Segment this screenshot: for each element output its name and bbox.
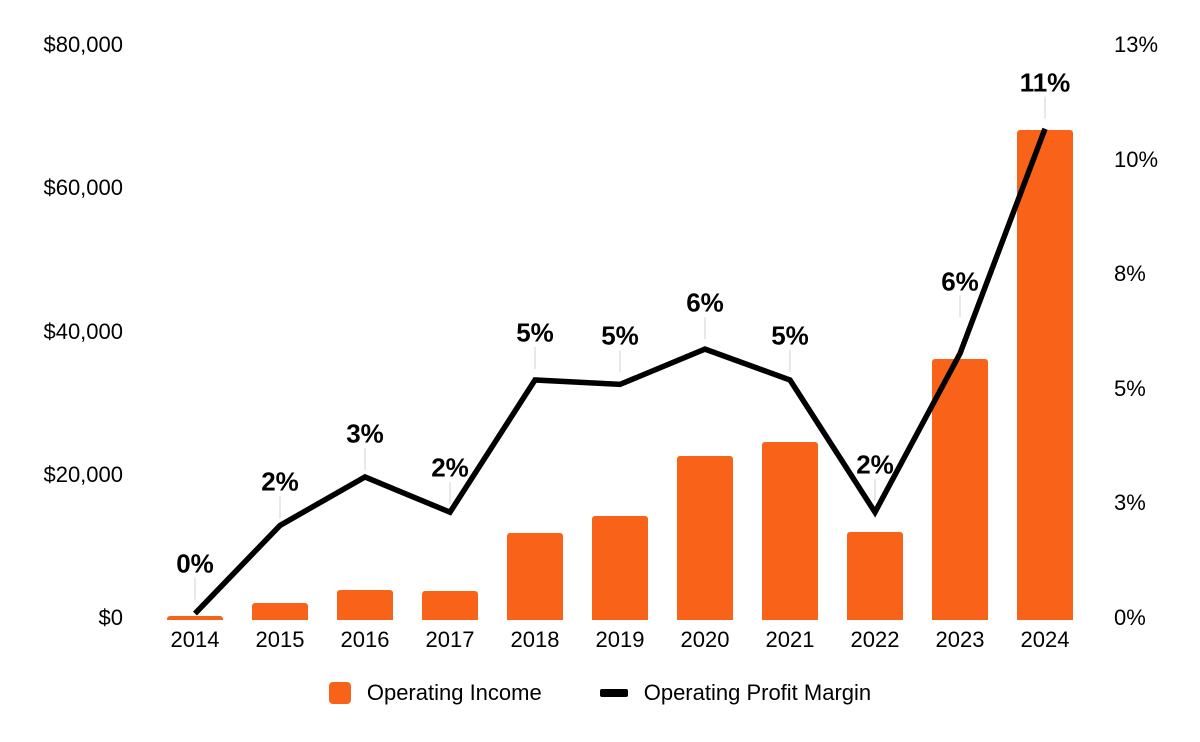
x-axis-label-2016: 2016 [340,627,390,652]
x-axis-label-2020: 2020 [680,627,730,652]
margin-label-2015: 2% [261,466,299,497]
margin-label-2024: 11% [1019,67,1071,98]
legend: Operating Income Operating Profit Margin [0,680,1200,706]
right-axis-tick: 8% [1114,261,1146,287]
bar-2022 [847,532,903,620]
legend-label-operating-income: Operating Income [366,680,542,705]
right-axis-tick: 10% [1114,146,1159,172]
margin-label-2019: 5% [601,320,639,351]
bar-2020 [677,456,733,620]
bar-2023 [932,358,988,620]
x-axis-label-2021: 2021 [765,627,815,652]
bar-2014 [167,615,223,620]
operating-income-swatch-icon [328,682,351,704]
x-axis-label-2015: 2015 [255,627,305,652]
legend-item-operating-income: Operating Income [328,680,542,706]
x-axis-label-2017: 2017 [425,627,475,652]
bar-2017 [422,590,478,620]
margin-label-2016: 3% [346,418,384,449]
right-axis-tick: 5% [1114,375,1146,401]
x-axis-label-2019: 2019 [595,627,645,652]
bar-2019 [592,516,648,620]
margin-label-2020: 6% [686,287,724,318]
left-axis-tick: $60,000 [43,175,123,201]
margin-label-2014: 0% [176,548,214,579]
right-axis-tick: 13% [1114,32,1159,57]
bar-2024 [1017,130,1073,620]
legend-label-operating-profit-margin: Operating Profit Margin [643,680,872,705]
margin-label-2017: 2% [431,452,469,483]
x-axis-label-2014: 2014 [170,627,220,652]
margin-label-2018: 5% [516,317,554,348]
x-axis-label-2022: 2022 [850,627,900,652]
x-axis-label-2024: 2024 [1020,627,1070,652]
left-axis-tick: $0 [98,605,123,630]
right-axis-tick: 0% [1114,605,1146,630]
right-axis-tick: 3% [1114,490,1146,516]
margin-label-2023: 6% [941,266,979,297]
left-axis-tick: $80,000 [43,32,123,57]
margin-label-2022: 2% [856,449,894,480]
operating-profit-margin-swatch-icon [599,689,628,697]
bar-2015 [252,602,308,620]
margin-label-2021: 5% [771,320,809,351]
x-axis-label-2023: 2023 [935,627,985,652]
left-axis-tick: $40,000 [43,318,123,344]
bar-2021 [762,441,818,620]
left-axis-tick: $20,000 [43,461,123,487]
bar-2016 [337,590,393,620]
legend-item-operating-profit-margin: Operating Profit Margin [599,680,872,706]
x-axis-label-2018: 2018 [510,627,560,652]
bar-2018 [507,532,563,620]
